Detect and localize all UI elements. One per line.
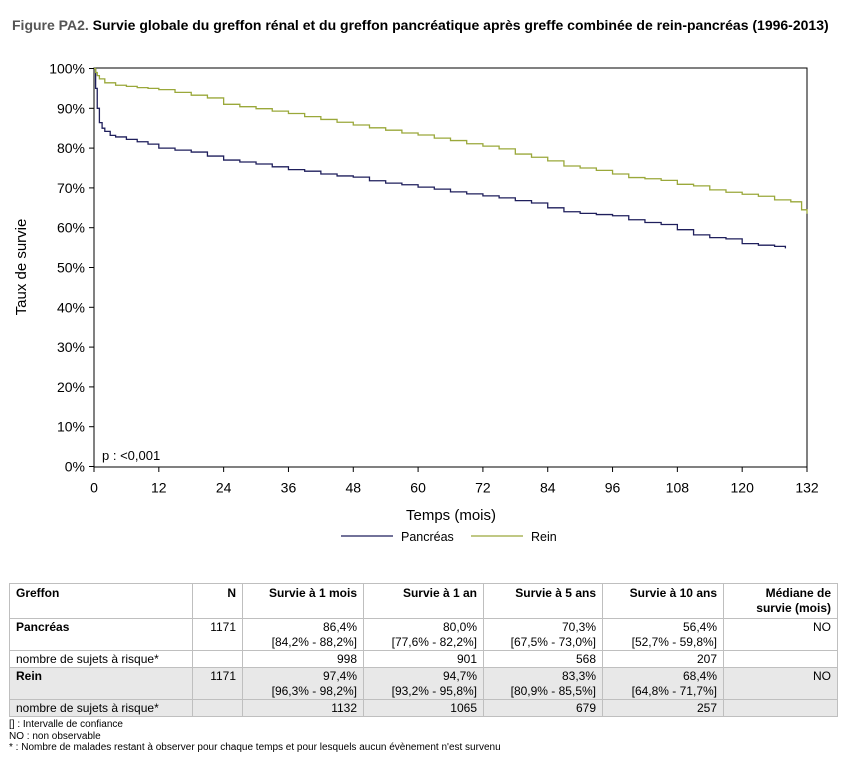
footnote-ci: [] : Intervalle de confiance — [9, 719, 123, 730]
row-label-at-risk: nombre de sujets à risque* — [9, 699, 193, 717]
y-axis: 0% 10% 20% 30% 40% 50% 60% 70% 80% 90% 100% — [49, 61, 94, 475]
col-header-greffon: Greffon — [9, 583, 193, 619]
x-axis-title: Temps (mois) — [406, 507, 496, 524]
pancreas-5-ans: 70,3% [67,5% - 73,0%] — [483, 618, 603, 651]
col-header-1-mois: Survie à 1 mois — [242, 583, 364, 619]
y-tick-label: 90% — [57, 100, 85, 116]
x-tick-label: 108 — [666, 480, 690, 496]
table-row-pancreas-at-risk: nombre de sujets à risque* 998 901 568 2… — [9, 650, 838, 668]
col-header-10-ans: Survie à 10 ans — [602, 583, 724, 619]
footnotes: [] : Intervalle de confiance NO : non ob… — [9, 719, 501, 754]
pancreas-at-risk-5-ans: 568 — [483, 650, 603, 668]
x-tick-label: 24 — [216, 480, 232, 496]
x-tick-label: 0 — [90, 480, 98, 496]
y-tick-label: 20% — [57, 379, 85, 395]
p-value-annotation: p : <0,001 — [102, 448, 160, 463]
y-tick-label: 100% — [49, 61, 85, 77]
pancreas-mediane: NO — [723, 618, 838, 651]
pancreas-at-risk-1-an: 901 — [363, 650, 484, 668]
y-tick-label: 70% — [57, 180, 85, 196]
row-label-pancreas: Pancréas — [9, 618, 193, 651]
empty-cell — [723, 699, 838, 717]
pancreas-1-mois: 86,4% [84,2% - 88,2%] — [242, 618, 364, 651]
col-header-n: N — [192, 583, 243, 619]
empty-cell — [723, 650, 838, 668]
table-header-row: Greffon N Survie à 1 mois Survie à 1 an … — [9, 583, 838, 619]
legend: Pancréas Rein — [341, 530, 557, 544]
x-axis: 0 12 24 36 48 60 72 84 96 108 120 132 — [90, 467, 819, 496]
rein-5-ans: 83,3% [80,9% - 85,5%] — [483, 667, 603, 700]
footnote-no: NO : non observable — [9, 730, 101, 742]
rein-1-mois: 97,4% [96,3% - 98,2%] — [242, 667, 364, 700]
rein-n: 1171 — [192, 667, 243, 700]
empty-cell — [192, 699, 243, 717]
y-tick-label: 10% — [57, 419, 85, 435]
y-tick-label: 30% — [57, 339, 85, 355]
x-tick-label: 96 — [605, 480, 621, 496]
rein-1-an: 94,7% [93,2% - 95,8%] — [363, 667, 484, 700]
rein-at-risk-1-mois: 1132 — [242, 699, 364, 717]
table-row-rein: Rein 1171 97,4% [96,3% - 98,2%] 94,7% [93,… — [9, 667, 838, 700]
pancreas-1-an: 80,0% [77,6% - 82,2%] — [363, 618, 484, 651]
pancreas-10-ans: 56,4% [52,7% - 59,8%] — [602, 618, 724, 651]
x-tick-label: 60 — [410, 480, 426, 496]
y-tick-label: 60% — [57, 220, 85, 236]
pancreas-at-risk-10-ans: 207 — [602, 650, 724, 668]
x-tick-label: 120 — [731, 480, 755, 496]
col-header-5-ans: Survie à 5 ans — [483, 583, 603, 619]
table-row-pancreas: Pancréas 1171 86,4% [84,2% - 88,2%] 80,0%… — [9, 618, 838, 651]
series-line-rein — [94, 67, 808, 214]
footnote-at-risk: * : Nombre de malades restant à observer… — [9, 742, 501, 753]
y-tick-label: 50% — [57, 260, 85, 276]
x-tick-label: 132 — [795, 480, 819, 496]
col-header-mediane: Médiane de survie (mois) — [723, 583, 838, 619]
series-line-pancreas — [94, 67, 787, 249]
col-header-1-an: Survie à 1 an — [363, 583, 484, 619]
survival-table: Greffon N Survie à 1 mois Survie à 1 an … — [9, 583, 838, 717]
y-tick-label: 0% — [65, 459, 85, 475]
figure-title: Figure PA2. Survie globale du greffon ré… — [12, 17, 829, 33]
table-row-rein-at-risk: nombre de sujets à risque* 1132 1065 679… — [9, 699, 838, 717]
x-tick-label: 12 — [151, 480, 167, 496]
rein-mediane: NO — [723, 667, 838, 700]
x-tick-label: 84 — [540, 480, 556, 496]
y-tick-label: 80% — [57, 140, 85, 156]
pancreas-n: 1171 — [192, 618, 243, 651]
row-label-at-risk: nombre de sujets à risque* — [9, 650, 193, 668]
survival-chart: 0% 10% 20% 30% 40% 50% 60% 70% 80% 90% 100% 0 12 24 3… — [13, 61, 819, 545]
plot-frame — [93, 67, 808, 468]
rein-at-risk-10-ans: 257 — [602, 699, 724, 717]
row-label-rein: Rein — [9, 667, 193, 700]
figure-title-text: Survie globale du greffon rénal et du gr… — [92, 17, 829, 33]
legend-label-rein: Rein — [531, 530, 557, 544]
x-tick-label: 72 — [475, 480, 491, 496]
legend-label-pancreas: Pancréas — [401, 530, 454, 544]
y-axis-title: Taux de survie — [13, 219, 30, 316]
y-tick-label: 40% — [57, 299, 85, 315]
figure-label: Figure PA2. — [12, 17, 89, 33]
empty-cell — [192, 650, 243, 668]
rein-at-risk-1-an: 1065 — [363, 699, 484, 717]
x-tick-label: 36 — [281, 480, 297, 496]
series-lines — [94, 67, 808, 249]
rein-at-risk-5-ans: 679 — [483, 699, 603, 717]
pancreas-at-risk-1-mois: 998 — [242, 650, 364, 668]
rein-10-ans: 68,4% [64,8% - 71,7%] — [602, 667, 724, 700]
x-tick-label: 48 — [345, 480, 361, 496]
